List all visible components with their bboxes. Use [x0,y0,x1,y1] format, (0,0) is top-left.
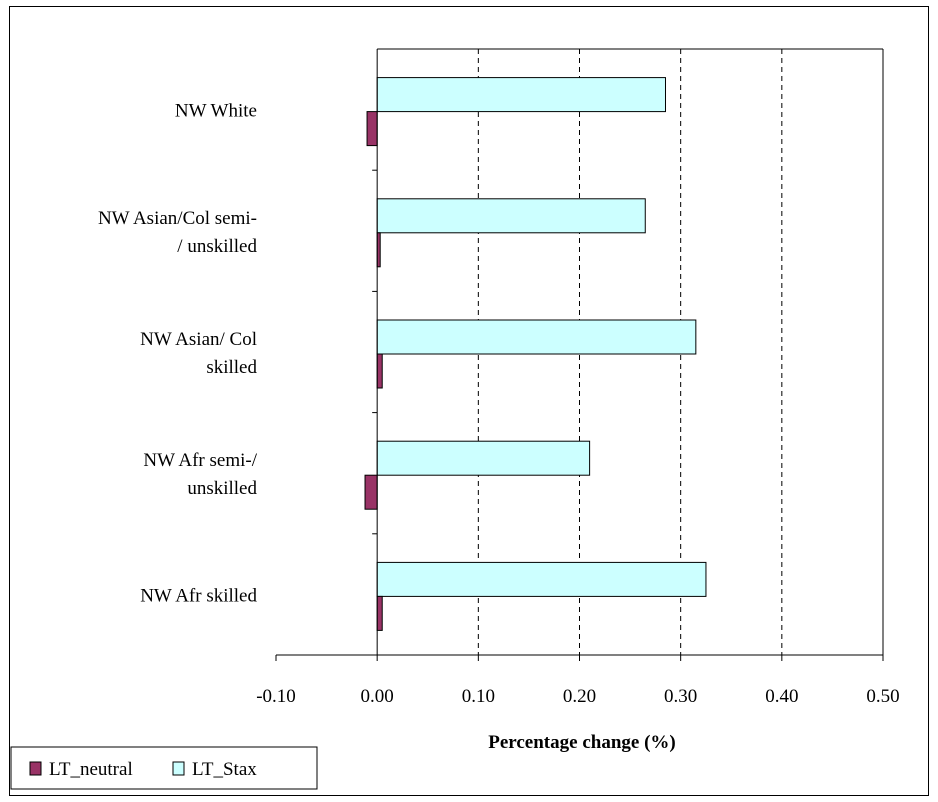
bar-lt-stax-4 [376,561,707,597]
bar-lt-neutral-2 [376,353,383,389]
x-tick-label-6: 0.50 [866,686,899,707]
bar-lt-stax-2 [376,319,697,355]
x-tick-label-0: -0.10 [256,686,296,707]
category-label-0: NW White [175,101,257,122]
axes [275,48,884,661]
legend-swatch-lt-stax [172,761,185,776]
bar-lt-stax-0 [376,77,666,113]
labels: NW White NW Asian/Col semi-/ unskilled NW … [98,101,900,707]
legend-box [10,746,318,790]
category-label-3: NW Afr semi-/unskilled [143,450,257,499]
bars [364,77,707,631]
chart-frame [9,6,929,796]
bar-lt-stax-3 [376,440,591,476]
legend-label-lt-neutral: LT_neutral [49,759,133,780]
legend-label-lt-stax: LT_Stax [192,759,257,780]
legend-swatch-lt-neutral [29,761,42,776]
x-axis-title: Percentage change (%) [488,732,675,753]
category-label-4: NW Afr skilled [140,585,257,606]
x-tick-label-2: 0.10 [462,686,495,707]
bar-lt-stax-1 [376,198,646,234]
x-tick-label-5: 0.40 [765,686,798,707]
x-tick-label-3: 0.20 [563,686,596,707]
bar-lt-neutral-3 [364,474,378,510]
category-label-2: NW Asian/ Col skilled [140,329,257,378]
x-tick-label-1: 0.00 [361,686,394,707]
x-tick-label-4: 0.30 [664,686,697,707]
legend: LT_neutral LT_Stax [10,746,318,790]
bar-lt-neutral-0 [366,111,378,147]
bar-lt-neutral-4 [376,595,383,631]
category-label-1: NW Asian/Col semi-/ unskilled [98,208,258,257]
